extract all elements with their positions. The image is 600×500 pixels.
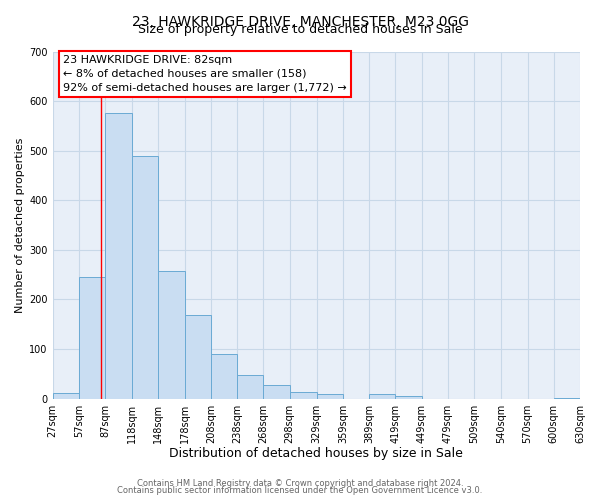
X-axis label: Distribution of detached houses by size in Sale: Distribution of detached houses by size … <box>169 447 463 460</box>
Bar <box>290 392 317 398</box>
Bar <box>395 396 422 398</box>
Text: Contains HM Land Registry data © Crown copyright and database right 2024.: Contains HM Land Registry data © Crown c… <box>137 478 463 488</box>
Bar <box>237 375 263 398</box>
Text: 23 HAWKRIDGE DRIVE: 82sqm
← 8% of detached houses are smaller (158)
92% of semi-: 23 HAWKRIDGE DRIVE: 82sqm ← 8% of detach… <box>63 55 347 93</box>
Text: 23, HAWKRIDGE DRIVE, MANCHESTER, M23 0GG: 23, HAWKRIDGE DRIVE, MANCHESTER, M23 0GG <box>131 15 469 29</box>
Bar <box>79 277 105 398</box>
Bar <box>132 156 158 398</box>
Bar <box>211 354 237 399</box>
Bar <box>317 394 343 398</box>
Text: Size of property relative to detached houses in Sale: Size of property relative to detached ho… <box>137 22 463 36</box>
Bar <box>369 394 395 398</box>
Bar <box>263 385 290 398</box>
Bar <box>185 316 211 398</box>
Bar <box>53 392 79 398</box>
Bar <box>105 114 132 399</box>
Y-axis label: Number of detached properties: Number of detached properties <box>15 138 25 312</box>
Text: Contains public sector information licensed under the Open Government Licence v3: Contains public sector information licen… <box>118 486 482 495</box>
Bar <box>158 270 185 398</box>
